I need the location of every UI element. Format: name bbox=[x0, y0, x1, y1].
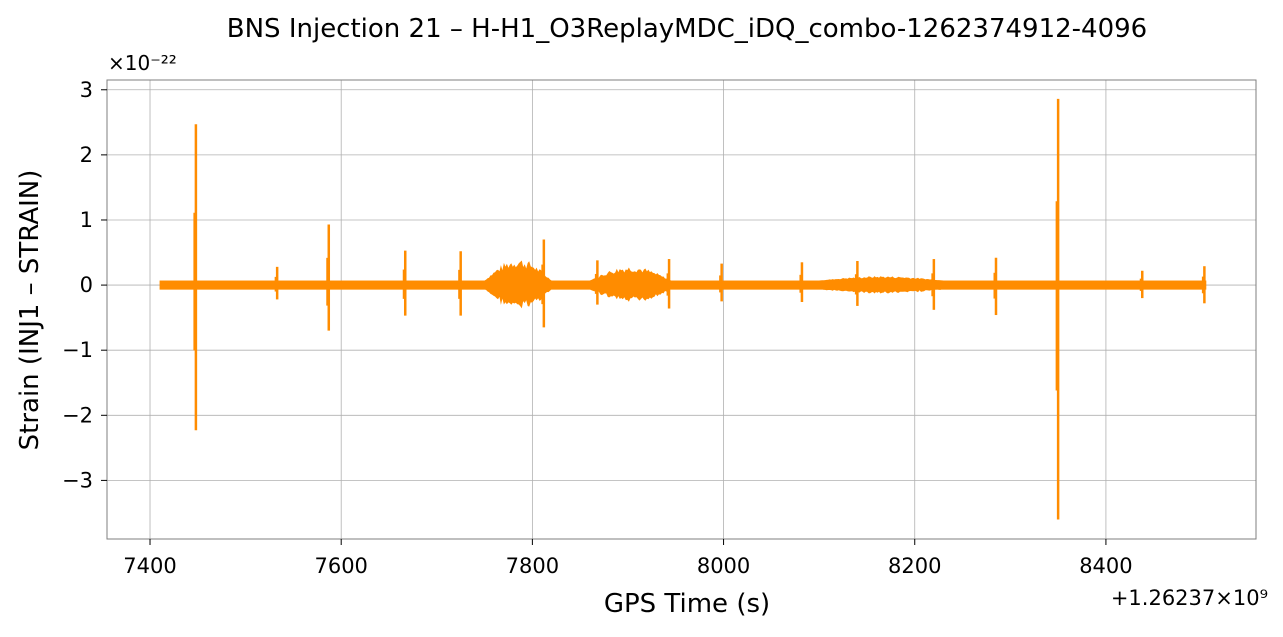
y-scale-multiplier: ×10⁻²² bbox=[108, 51, 177, 75]
tick-layer: 7400 7600 7800 8000 8200 8400 3 2 1 0 −1 −2 −3 bbox=[62, 78, 1133, 578]
x-tick-label: 7800 bbox=[506, 554, 559, 578]
y-tick-label: −2 bbox=[62, 403, 93, 427]
x-tick-label: 7600 bbox=[314, 554, 367, 578]
series-burst bbox=[819, 276, 944, 294]
x-tick-label: 8000 bbox=[697, 554, 750, 578]
series-burst bbox=[589, 267, 671, 302]
chart-title: BNS Injection 21 – H-H1_O3ReplayMDC_iDQ_… bbox=[227, 14, 1147, 44]
y-tick-label: 2 bbox=[80, 143, 93, 167]
series-burst bbox=[484, 260, 552, 309]
y-tick-label: 1 bbox=[80, 208, 93, 232]
x-axis-label: GPS Time (s) bbox=[604, 589, 770, 619]
plot-frame bbox=[106, 79, 1257, 540]
grid-layer bbox=[107, 80, 1256, 539]
y-tick-label: 3 bbox=[80, 78, 93, 102]
y-tick-label: −1 bbox=[62, 338, 93, 362]
y-tick-label: 0 bbox=[80, 273, 93, 297]
y-axis-label: Strain (INJ1 – STRAIN) bbox=[15, 170, 45, 451]
x-tick-label: 7400 bbox=[123, 554, 176, 578]
x-tick-label: 8400 bbox=[1079, 554, 1132, 578]
x-offset-label: +1.26237×10⁹ bbox=[1111, 586, 1268, 610]
series-band bbox=[159, 280, 1207, 290]
y-tick-label: −3 bbox=[62, 468, 93, 492]
series-layer bbox=[159, 98, 1207, 520]
x-tick-label: 8200 bbox=[888, 554, 941, 578]
